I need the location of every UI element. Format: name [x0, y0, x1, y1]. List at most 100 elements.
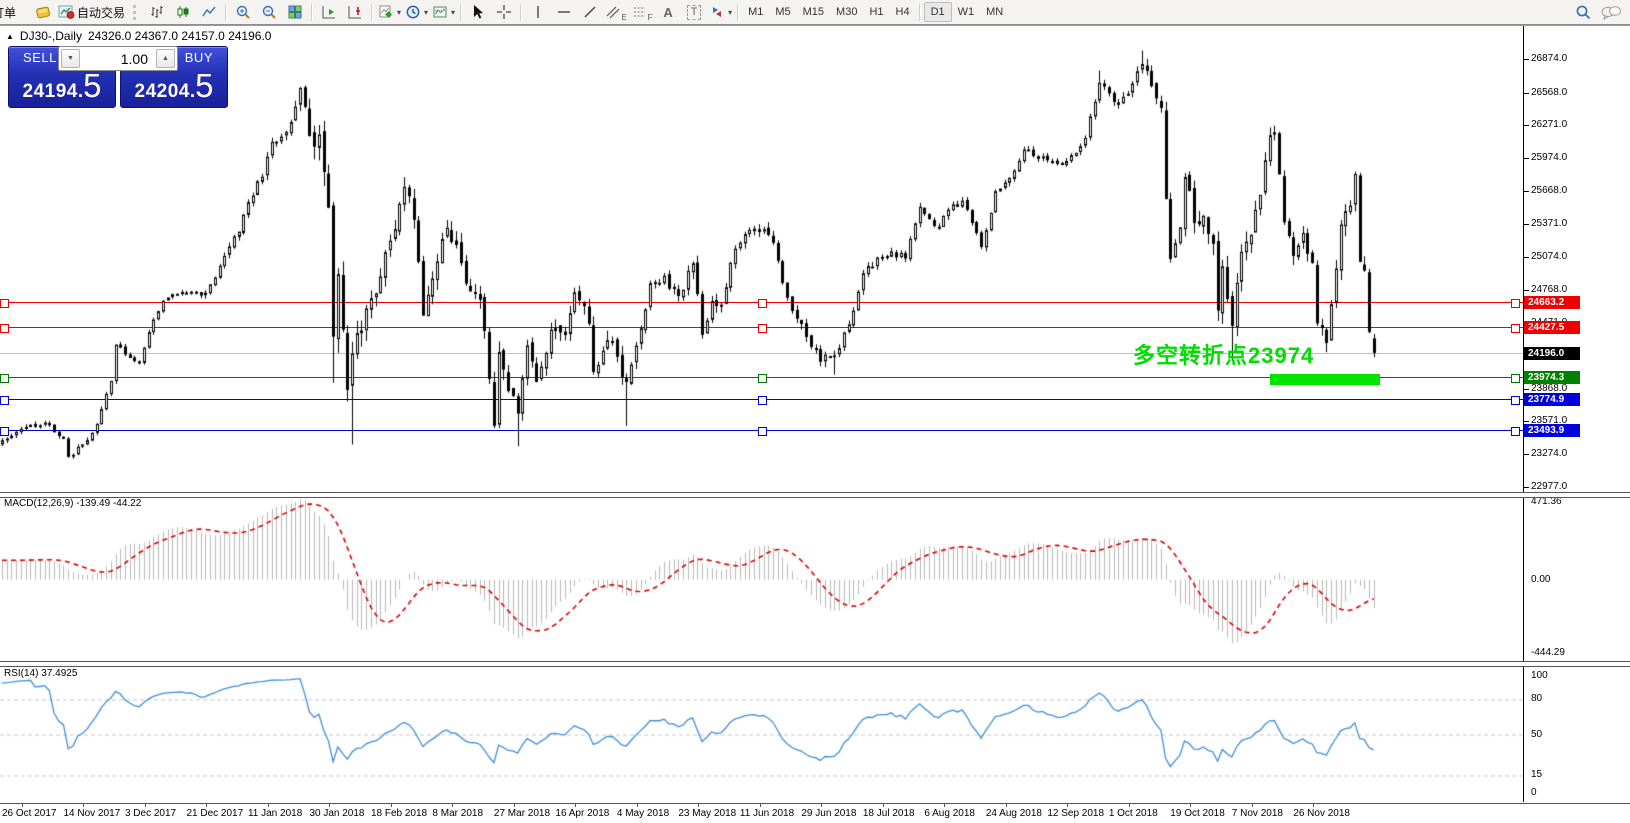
sell-price: 24194.5	[22, 67, 102, 104]
equidistant-channel-tool[interactable]: E	[603, 2, 629, 22]
candlestick-chart-icon	[177, 6, 189, 18]
timeframe-button-d1[interactable]: D1	[923, 2, 952, 22]
price-chart-canvas[interactable]	[0, 26, 1523, 493]
symbol-period-label: DJ30-,Daily	[19, 29, 82, 43]
pivot-point-annotation[interactable]: 多空转折点23974	[1133, 343, 1315, 368]
clock-icon	[406, 5, 420, 19]
vertical-line-tool[interactable]	[525, 2, 551, 22]
time-axis-tick	[698, 804, 700, 807]
text-label-tool[interactable]: T	[681, 2, 707, 22]
panel-divider[interactable]	[0, 492, 1630, 498]
line-chart-button[interactable]	[196, 2, 222, 22]
zoom-in-icon	[236, 5, 250, 19]
macd-axis-label: 471.36	[1531, 496, 1562, 507]
search-icon[interactable]	[1575, 4, 1592, 21]
dropdown-arrow-icon: ▾	[397, 7, 402, 17]
date-label: 8 Mar 2018	[432, 808, 484, 819]
chart-header: ▲ DJ30-,Daily 24326.0 24367.0 24157.0 24…	[6, 29, 271, 43]
pivot-highlight-bar[interactable]	[1270, 374, 1380, 385]
auto-scroll-button[interactable]	[316, 2, 342, 22]
date-label: 18 Jul 2018	[862, 808, 915, 819]
timeframe-button-h4[interactable]: H4	[895, 6, 910, 18]
rsi-axis-label: 80	[1531, 693, 1543, 705]
volume-increase-button[interactable]: ▲	[156, 49, 175, 68]
price-axis-line	[1523, 26, 1524, 802]
text-tool[interactable]: A	[655, 2, 681, 22]
timeframe-button-m15[interactable]: M15	[802, 6, 825, 18]
channel-letter: E	[621, 13, 627, 22]
volume-decrease-button[interactable]: ▼	[61, 49, 80, 68]
bar-chart-button[interactable]	[144, 2, 170, 22]
time-axis-tick	[636, 804, 638, 807]
date-label: 12 Sep 2018	[1047, 808, 1105, 819]
timeframe-button-m5[interactable]: M5	[775, 6, 791, 18]
price-axis-label: 22977.0	[1531, 480, 1568, 492]
price-axis-tick	[1524, 191, 1529, 193]
arrows-tool-dropdown[interactable]: ▾	[707, 2, 734, 22]
price-axis-tick	[1524, 388, 1529, 390]
price-axis-label: 26271.0	[1531, 119, 1568, 131]
timeframe-button-m30[interactable]: M30	[836, 6, 858, 18]
crosshair-icon	[497, 5, 512, 19]
date-label: 11 Jan 2018	[247, 808, 303, 819]
chat-icon[interactable]	[1600, 4, 1622, 21]
time-axis-tick	[390, 804, 392, 807]
text-tool-icon: A	[663, 4, 673, 20]
date-label: 3 Dec 2017	[124, 808, 177, 819]
window-border	[0, 25, 1630, 26]
time-axis-tick	[452, 804, 454, 807]
auto-scroll-icon	[322, 6, 336, 19]
fibonacci-tool[interactable]: F	[629, 2, 655, 22]
timeframe-button-w1[interactable]: W1	[957, 6, 975, 18]
price-axis-tick	[1524, 59, 1529, 60]
macd-panel-canvas[interactable]	[0, 496, 1523, 661]
price-axis-label: 23571.0	[1531, 415, 1568, 427]
zoom-out-button[interactable]	[256, 2, 282, 22]
autotrading-button[interactable]: 自动交易	[56, 2, 127, 22]
timeframe-button-h1[interactable]: H1	[869, 6, 884, 18]
time-axis-tick	[1005, 804, 1007, 807]
time-axis-tick	[513, 804, 515, 807]
time-axis-tick	[1190, 804, 1192, 807]
templates-dropdown[interactable]: ▾	[430, 2, 457, 22]
rsi-indicator-label: RSI(14) 37.4925	[4, 668, 78, 679]
trendline-icon	[584, 6, 596, 18]
dropdown-arrow-icon: ▾	[451, 7, 456, 17]
date-label: 29 Jun 2018	[801, 808, 857, 819]
text-label-icon: T	[686, 4, 702, 20]
panel-divider[interactable]	[0, 661, 1630, 667]
toolbar-drag-handle[interactable]	[133, 4, 140, 20]
volume-value[interactable]: 1.00	[120, 50, 148, 67]
price-level-tag: 24663.2	[1524, 296, 1580, 309]
candlestick-chart-button[interactable]	[170, 2, 196, 22]
macd-axis-label: -444.29	[1531, 647, 1565, 658]
price-axis-label: 25074.0	[1531, 250, 1568, 262]
indicators-dropdown[interactable]: ▾	[376, 2, 403, 22]
metaeditor-button[interactable]	[30, 2, 56, 22]
crosshair-button[interactable]	[491, 2, 517, 22]
price-level-tag: 23774.9	[1524, 393, 1580, 406]
date-label: 19 Oct 2018	[1170, 808, 1225, 819]
time-axis-tick	[759, 804, 761, 807]
timeframe-button-mn[interactable]: MN	[986, 6, 1004, 18]
cursor-button[interactable]	[465, 2, 491, 22]
trendline-tool[interactable]	[577, 2, 603, 22]
zoom-in-button[interactable]	[230, 2, 256, 22]
date-label: 6 Aug 2018	[924, 808, 975, 819]
chart-shift-button[interactable]	[342, 2, 368, 22]
new-order-button[interactable]: 新订单	[0, 5, 17, 20]
date-label: 26 Oct 2017	[2, 808, 57, 819]
fibo-letter: F	[647, 13, 653, 22]
collapse-panel-arrow[interactable]: ▲	[6, 31, 14, 41]
tile-windows-button[interactable]	[282, 2, 308, 22]
toolbar-right-group	[1575, 4, 1630, 21]
horizontal-line-tool[interactable]	[551, 2, 577, 22]
sell-label: SELL	[23, 50, 57, 65]
rsi-panel-canvas[interactable]	[0, 666, 1523, 801]
timeframe-button-m1[interactable]: M1	[748, 6, 764, 18]
sell-button[interactable]: SELL 24194.5	[8, 46, 116, 108]
rsi-axis-label: 50	[1531, 728, 1543, 740]
buy-label: BUY	[184, 50, 213, 65]
periods-dropdown[interactable]: ▾	[403, 2, 430, 22]
